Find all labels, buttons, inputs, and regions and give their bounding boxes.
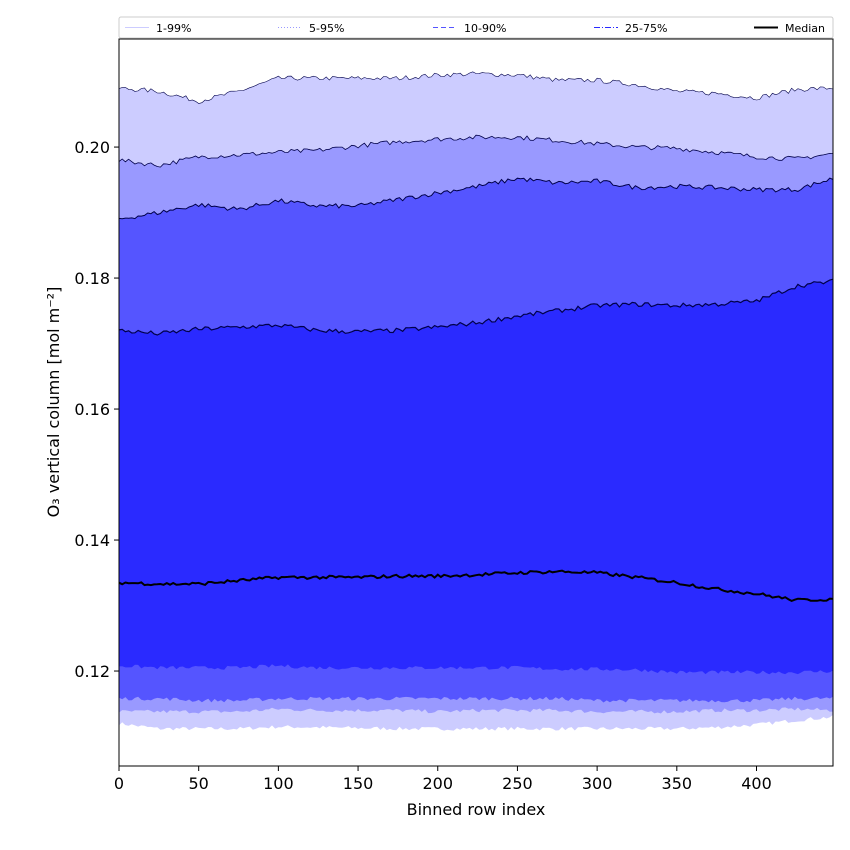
y-tick-label: 0.14 [74,531,110,550]
median-line [118,569,834,602]
y-tick-label: 0.16 [74,400,110,419]
band-upper-line [118,177,834,220]
x-tick-label: 150 [343,774,374,793]
x-axis-title: Binned row index [407,800,546,819]
y-tick-label: 0.20 [74,138,110,157]
legend-label: 1-99% [156,22,191,35]
plot-frame [118,38,834,767]
y-tick-label: 0.18 [74,269,110,288]
x-tick-label: 300 [582,774,613,793]
legend-box [118,16,834,39]
band-upper-line [118,278,834,336]
band-25-75pct [119,279,833,675]
x-tick-label: 400 [741,774,772,793]
x-tick-label: 250 [502,774,533,793]
x-tick-label: 100 [263,774,294,793]
band-upper-line [118,134,834,168]
legend-label: 5-95% [309,22,344,35]
x-tick-label: 50 [189,774,209,793]
x-tick-label: 0 [114,774,124,793]
legend-label: 10-90% [464,22,506,35]
legend-label: Median [785,22,825,35]
y-tick-label: 0.12 [74,662,110,681]
x-tick-label: 350 [662,774,693,793]
y-axis-title: O₃ vertical column [mol m⁻²] [44,287,63,518]
plot-area [118,71,834,731]
band-upper-line [118,71,834,104]
axes: 0 50 100 150 200 250 300 350 400 0.12 0.14 0.16 0.18… [74,38,834,793]
legend: 1-99% 5-95% 10-90% 25-75% Median [118,16,834,39]
x-tick-label: 200 [422,774,453,793]
legend-label: 25-75% [625,22,667,35]
